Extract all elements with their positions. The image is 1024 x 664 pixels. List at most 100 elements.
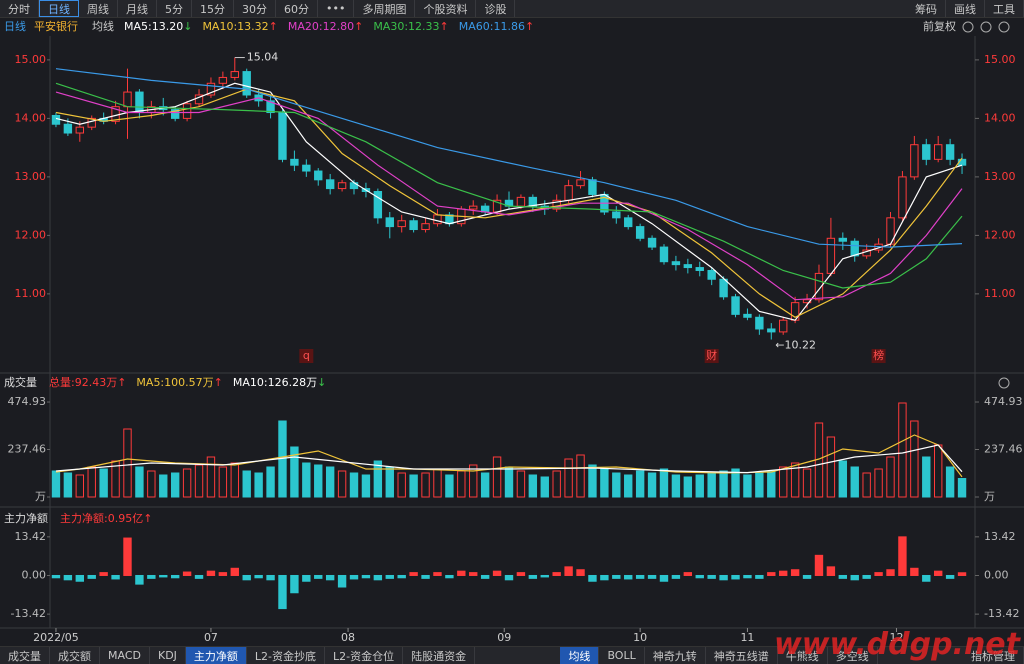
bar [957, 572, 967, 576]
adjust-label: 前复权 [923, 19, 956, 33]
event-marker: q [303, 349, 310, 362]
bar [314, 574, 323, 579]
y-tick-label: 11.00 [15, 287, 47, 300]
period-tab[interactable]: 日线 [39, 0, 79, 17]
bar [922, 456, 931, 498]
indicator-tab[interactable]: L2-资金抄底 [247, 647, 326, 664]
bar [850, 574, 859, 581]
indicator-tab[interactable]: 陆股通资金 [403, 647, 476, 664]
indicator-tab[interactable]: L2-资金仓位 [325, 647, 404, 664]
legend-arrow: ↑ [354, 20, 363, 33]
bar [898, 402, 907, 498]
period-tab[interactable]: 诊股 [476, 0, 516, 17]
ma-line [55, 91, 963, 301]
overlay-tab[interactable]: 神奇五线谱 [706, 647, 778, 664]
overlay-tab[interactable]: 多空线 [828, 647, 878, 664]
period-tab[interactable]: 5分 [157, 0, 192, 17]
candle-body [695, 267, 704, 271]
bar [99, 468, 108, 498]
period-tab[interactable]: 15分 [192, 0, 234, 17]
y-tick-label: 12.00 [15, 228, 47, 241]
period-tab[interactable]: 周线 [79, 0, 118, 17]
bar [218, 466, 228, 498]
event-badge [871, 349, 886, 363]
bar [290, 574, 299, 594]
overlay-tab[interactable]: 神奇九转 [645, 647, 706, 664]
x-tick-label: 12 [889, 631, 903, 644]
panel-title: 成交量 [4, 375, 37, 389]
candle-body [945, 144, 955, 160]
tool-button[interactable]: 工具 [985, 0, 1024, 17]
bar [755, 472, 764, 498]
bar [838, 460, 848, 498]
period-label: 日线 [4, 19, 26, 33]
bar [624, 474, 633, 498]
candle-body [743, 313, 752, 318]
close-icon[interactable] [998, 377, 1010, 389]
bar [325, 574, 335, 581]
bar [87, 574, 96, 579]
candle-body [433, 214, 442, 225]
period-tab[interactable]: 个股资料 [415, 0, 477, 17]
period-tab[interactable]: 多周期图 [354, 0, 416, 17]
legend-entry: MA10:126.28万 [233, 376, 317, 389]
indicator-tab[interactable]: 成交量 [0, 647, 50, 664]
candle-body [314, 170, 323, 181]
legend-entry: MA60:11.86 [459, 20, 525, 33]
watermark: www.ddgp.net [774, 627, 1020, 662]
overlay-tab[interactable]: 均线 [560, 647, 600, 664]
bar [492, 456, 502, 498]
indicator-tab[interactable]: KDJ [150, 647, 186, 664]
bar [182, 468, 192, 498]
candle-body [218, 76, 228, 84]
overlay-tab[interactable]: 牛熊线 [778, 647, 828, 664]
bar [802, 468, 812, 498]
bar [349, 574, 359, 580]
candle-body [910, 144, 919, 178]
event-badge [299, 349, 314, 363]
zoom-icon[interactable] [980, 21, 992, 33]
bar [433, 572, 442, 576]
tool-button[interactable]: 画线 [946, 0, 985, 17]
bar [206, 456, 216, 498]
bar [373, 460, 383, 498]
bar [945, 574, 955, 579]
period-tab[interactable]: 月线 [118, 0, 157, 17]
period-tab[interactable]: ••• [318, 0, 355, 17]
bar [337, 470, 347, 498]
period-tab[interactable]: 60分 [276, 0, 318, 17]
legend-entry: MA5:100.57万 [136, 376, 213, 389]
bar [826, 566, 836, 576]
indicator-tab[interactable]: 主力净额 [185, 647, 247, 664]
zoom-icon[interactable] [962, 21, 974, 33]
y-tick-label: 237.46 [8, 443, 47, 456]
bar [361, 474, 371, 498]
bar [290, 446, 299, 498]
bar [731, 468, 740, 498]
bar [337, 574, 347, 588]
close-icon[interactable] [998, 21, 1010, 33]
y-tick-label: 0.00 [22, 568, 47, 581]
bar [826, 436, 836, 498]
bar [159, 474, 168, 498]
bar [480, 472, 490, 498]
bar [635, 470, 645, 498]
panel-title: 主力净额 [4, 511, 48, 525]
bar [850, 466, 859, 498]
indicator-tab[interactable]: MACD [100, 647, 150, 664]
bar [922, 574, 931, 582]
period-tab[interactable]: 30分 [234, 0, 276, 17]
bar [314, 464, 323, 498]
bar [445, 474, 454, 498]
tool-button[interactable]: 筹码 [907, 0, 946, 17]
indicator-tab[interactable]: 成交额 [50, 647, 100, 664]
overlay-tab[interactable]: BOLL [599, 647, 645, 664]
candle-body [63, 123, 73, 134]
candle-body [933, 144, 943, 160]
bar [278, 574, 287, 610]
period-tab[interactable]: 分时 [0, 0, 39, 17]
bar [779, 570, 788, 576]
candle-body [51, 114, 61, 125]
candle-body [647, 237, 657, 248]
